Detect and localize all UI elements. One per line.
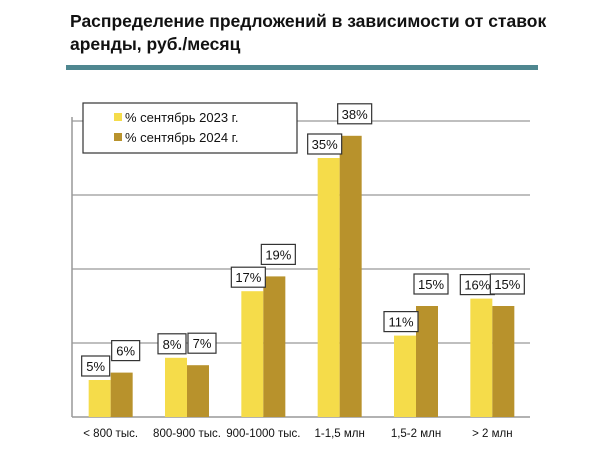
bar [187, 365, 209, 417]
data-label: 5% [86, 359, 105, 374]
x-tick-label: > 2 млн [472, 428, 512, 440]
title-underline [66, 65, 538, 70]
data-label-box [307, 133, 343, 155]
data-label: 35% [312, 137, 338, 152]
data-label: 15% [418, 277, 444, 292]
legend-box [82, 102, 298, 154]
data-label-box [260, 243, 296, 265]
x-tick-label: 800-900 тыс. [153, 428, 221, 440]
data-label: 38% [342, 107, 368, 122]
bar [492, 306, 515, 417]
data-label: 17% [235, 270, 261, 285]
data-label: 11% [388, 315, 413, 330]
data-label: 15% [494, 277, 520, 292]
legend-swatch [114, 113, 122, 121]
x-tick-label: < 800 тыс. [83, 428, 138, 440]
data-label-box [81, 355, 111, 377]
data-label-box [383, 311, 419, 333]
bar [263, 276, 286, 417]
data-label-box [337, 103, 373, 125]
chart-title: Распределение предложений в зависимости … [70, 11, 547, 54]
bar [470, 298, 493, 417]
x-tick-label: 1-1,5 млн [314, 428, 364, 440]
data-label-box [111, 340, 141, 362]
bar [317, 158, 340, 417]
x-tick-label: 1,5-2 млн [391, 428, 441, 440]
data-label: 7% [193, 336, 212, 351]
data-label-box [187, 332, 217, 354]
bar [165, 357, 187, 417]
bar [339, 135, 362, 418]
data-label-box [489, 273, 525, 295]
data-label-box [157, 333, 187, 355]
x-tick-label: 900-1000 тыс. [226, 428, 300, 440]
bar [110, 372, 133, 417]
data-label: 8% [163, 337, 182, 352]
data-label: 19% [265, 247, 291, 262]
bar [241, 291, 264, 417]
legend-label: % сентябрь 2023 г. [125, 110, 238, 125]
bar [416, 306, 438, 417]
data-label: 16% [464, 278, 490, 293]
bar [88, 380, 111, 417]
legend: % сентябрь 2023 г. % сентябрь 2024 г. [82, 102, 298, 154]
legend-swatch [114, 133, 122, 141]
data-label: 6% [116, 344, 135, 359]
bar [394, 335, 416, 417]
legend-label: % сентябрь 2024 г. [125, 130, 238, 145]
data-label-box [230, 266, 266, 288]
data-label-box [413, 273, 449, 295]
